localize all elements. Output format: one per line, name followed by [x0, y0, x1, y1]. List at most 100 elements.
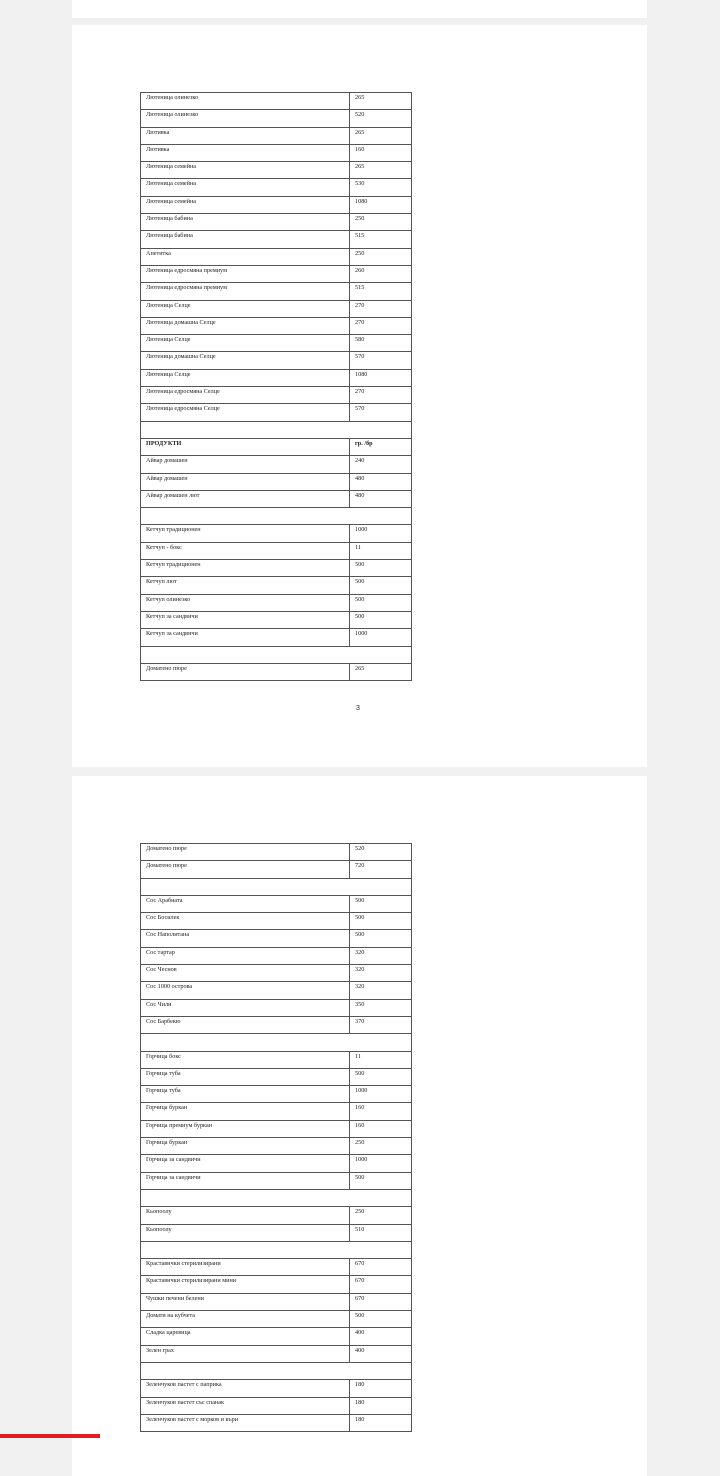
weight-cell: 500 [349, 593, 412, 612]
table-row: Лютеница бабина 515 [140, 230, 412, 249]
weight-cell: 350 [349, 998, 412, 1017]
table-row: Доматено пюре 520 [140, 842, 412, 862]
product-name-cell: Доматено пюре [140, 842, 350, 862]
weight-cell: 500 [349, 576, 412, 595]
weight-cell: 1080 [349, 368, 412, 388]
table-row: Сос Босилек 500 [140, 912, 412, 931]
blank-row [140, 1033, 412, 1052]
blank-cell [140, 645, 412, 664]
product-name-cell: Горчица за сандвичи [140, 1154, 350, 1173]
product-name-cell: Лютеница домашна Селце [140, 351, 350, 370]
product-name-cell: Лютивка [140, 143, 350, 163]
product-name-cell: Домати на кубчета [140, 1310, 350, 1329]
product-name-cell: Горчица бокс [140, 1050, 350, 1069]
table-row: Сос Чили 350 [140, 998, 412, 1017]
weight-cell: 250 [349, 247, 412, 266]
blank-row [140, 1240, 412, 1260]
table-row: Лютеница семейна 530 [140, 178, 412, 197]
table-row: Кетчуп за сандвичи 1000 [140, 628, 412, 647]
table-row: Домати на кубчета 500 [140, 1310, 412, 1329]
table-row: Лютеница Селце 580 [140, 334, 412, 353]
weight-cell: 180 [349, 1396, 412, 1415]
weight-cell: 240 [349, 455, 412, 474]
table-row: Кетчуп традиционен 1000 [140, 524, 412, 543]
product-name-cell: Лютеница едросмяна премиум [140, 264, 350, 284]
table-row: Лютеница семейна 265 [140, 161, 412, 180]
product-name-cell: Зеленчуков пастет с паприка [140, 1379, 350, 1398]
table-row: Лютеница домашна Селце 570 [140, 351, 412, 370]
product-name-cell: Кетчуп за сандвичи [140, 628, 350, 647]
table-row: Кьопоолу 250 [140, 1206, 412, 1225]
product-name-cell: Айвар домашен лют [140, 489, 350, 509]
product-name-cell: Сос Арабиата [140, 894, 350, 914]
product-name-cell: Кетчуп лют [140, 576, 350, 595]
weight-cell: 520 [349, 842, 412, 862]
blank-row [140, 420, 412, 439]
product-name-cell: Лютеница семейна [140, 195, 350, 215]
product-name-cell: Сос Барбекю [140, 1015, 350, 1035]
weight-cell: 670 [349, 1292, 412, 1312]
weight-cell: 270 [349, 316, 412, 336]
blank-cell [140, 420, 412, 439]
weight-cell: 520 [349, 109, 412, 128]
blank-cell [140, 877, 412, 896]
blank-cell [140, 1188, 412, 1208]
product-name-cell: Сос Чили [140, 998, 350, 1017]
product-name-cell: Краставички стерилизирани [140, 1258, 350, 1277]
weight-cell: 265 [349, 126, 412, 145]
product-name-cell: Сос Наполитана [140, 929, 350, 948]
product-name-cell: Апетитка [140, 247, 350, 266]
products-table: Доматено пюре 520 Доматено пюре 720 Сос Араб… [140, 842, 412, 1433]
weight-cell: 270 [349, 299, 412, 318]
table-header-row: ПРОДУКТИ гр. /бр [140, 437, 412, 457]
table-row: Сос Наполитана 500 [140, 929, 412, 948]
weight-cell: 500 [349, 1310, 412, 1329]
table-row: Горчица туба 500 [140, 1067, 412, 1087]
table-row: Айвар домашен 480 [140, 472, 412, 491]
table-row: Лютеница Селце 1080 [140, 368, 412, 388]
product-name-cell: Лютеница Селце [140, 368, 350, 388]
table-row: Кьопоолу 510 [140, 1223, 412, 1242]
product-name-cell: Кьопоолу [140, 1206, 350, 1225]
product-name-cell: Сос Босилек [140, 912, 350, 931]
weight-cell: 500 [349, 912, 412, 931]
weight-cell: 265 [349, 161, 412, 180]
weight-cell: 570 [349, 403, 412, 422]
weight-cell: 320 [349, 964, 412, 983]
table-row: Лютеница едросмяна Селце 270 [140, 386, 412, 405]
weight-cell: 480 [349, 472, 412, 491]
table-row: Горчица за сандвичи 500 [140, 1171, 412, 1190]
page-number: 3 [356, 705, 360, 712]
blank-cell [140, 507, 412, 526]
blank-row [140, 1188, 412, 1208]
table-row: Кетчуп олинезко 500 [140, 593, 412, 612]
product-name-cell: Кетчуп за сандвичи [140, 610, 350, 630]
weight-cell: 270 [349, 386, 412, 405]
table-row: Краставички стерилизирани мини 670 [140, 1275, 412, 1294]
blank-cell [140, 1240, 412, 1260]
product-name-cell: Горчица за сандвичи [140, 1171, 350, 1190]
weight-cell: 265 [349, 91, 412, 111]
weight-cell: 500 [349, 929, 412, 948]
weight-cell: 510 [349, 1223, 412, 1242]
blank-row [140, 877, 412, 896]
product-name-cell: Айвар домашен [140, 472, 350, 491]
table-row: Лютивка 160 [140, 143, 412, 163]
weight-cell: 530 [349, 178, 412, 197]
table-row: Горчица туба 1000 [140, 1085, 412, 1104]
product-name-cell: Лютеница Селце [140, 334, 350, 353]
product-name-cell: Зелен грах [140, 1344, 350, 1363]
table-row: Лютеница олинезко 265 [140, 91, 412, 111]
weight-cell: 250 [349, 213, 412, 232]
weight-cell: 180 [349, 1413, 412, 1433]
table-row: Кетчуп - бокс 11 [140, 541, 412, 561]
document-page-4: Доматено пюре 520 Доматено пюре 720 Сос Араб… [72, 776, 647, 1476]
product-name-cell: Доматено пюре [140, 662, 350, 682]
weight-cell: 1000 [349, 1085, 412, 1104]
weight-cell: 515 [349, 282, 412, 301]
weight-cell: 670 [349, 1258, 412, 1277]
table-row: Зелен грах 400 [140, 1344, 412, 1363]
table-row: Сос Арабиата 500 [140, 894, 412, 914]
table-row: Лютеница едросмяна премиум 260 [140, 264, 412, 284]
table-row: Горчица бокс 11 [140, 1050, 412, 1069]
